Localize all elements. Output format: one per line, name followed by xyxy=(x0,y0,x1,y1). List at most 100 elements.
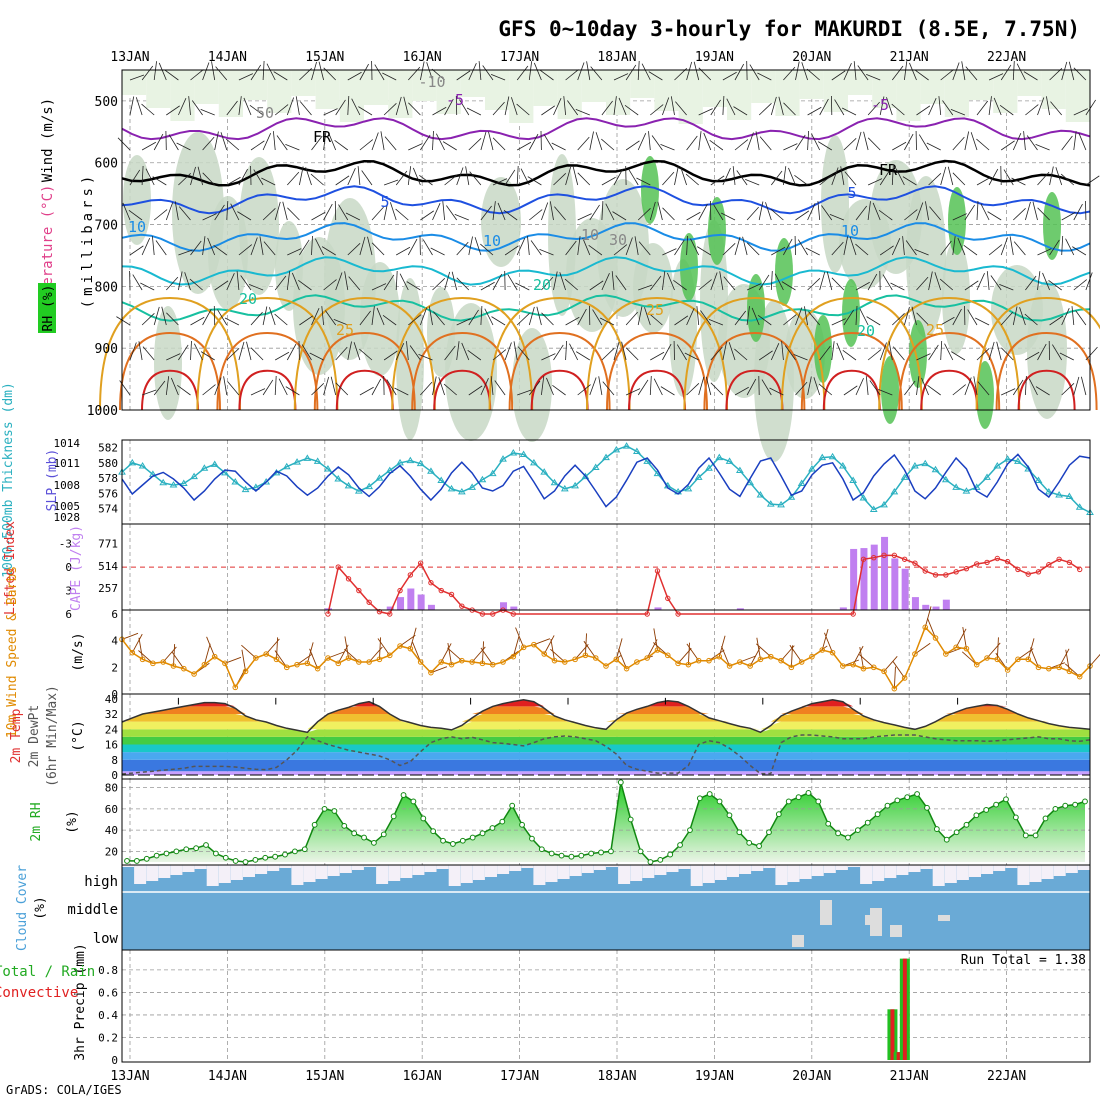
rh-point xyxy=(727,813,732,818)
wind-barb xyxy=(601,139,614,150)
wind-barb xyxy=(469,138,481,150)
wind-barb xyxy=(552,143,566,150)
rh-point xyxy=(648,860,653,865)
contour-label: -5 xyxy=(871,96,889,114)
wind-barb xyxy=(1086,176,1099,185)
wind-barb xyxy=(832,278,844,290)
contour-label: -5 xyxy=(446,91,464,109)
wind-barb-10m xyxy=(276,637,277,659)
wind-barb xyxy=(226,139,239,150)
wind-barb xyxy=(590,205,600,220)
cloud-gap-high xyxy=(1054,865,1066,876)
cloud-gap-high xyxy=(146,865,158,881)
cape-bar xyxy=(943,600,950,610)
rh-shade xyxy=(195,70,219,104)
cloud-gap-high xyxy=(933,865,945,886)
cloud-gap-high xyxy=(896,865,908,875)
rh-point xyxy=(539,847,544,852)
wind-barb xyxy=(953,385,966,395)
contour-label: FR xyxy=(313,128,332,146)
wind-barb xyxy=(360,140,373,150)
wind-barb xyxy=(866,376,868,395)
wind-barb xyxy=(1061,174,1074,185)
temp-unit-label: (°C) xyxy=(71,720,86,751)
cloud-gap-high xyxy=(183,865,195,872)
wind-barb xyxy=(296,96,299,115)
wind-barb xyxy=(806,248,820,255)
wind-barb xyxy=(989,342,994,360)
wind-barb xyxy=(596,132,602,150)
rh-point xyxy=(589,851,594,856)
wind-barb xyxy=(246,342,251,360)
date-label-bottom: 13JAN xyxy=(110,1069,149,1084)
precip-tick: 0.8 xyxy=(98,964,118,977)
wind-barb xyxy=(710,140,723,150)
pressure-tick: 900 xyxy=(95,342,118,357)
wind-barb-10m xyxy=(138,650,152,663)
wind-barb xyxy=(864,132,869,150)
rh-point xyxy=(707,792,712,797)
wind-barb xyxy=(599,376,602,395)
wind-barb xyxy=(239,342,244,360)
wind-barb xyxy=(578,137,590,150)
rh-point xyxy=(776,812,781,817)
rh-point xyxy=(806,791,811,796)
contour-label: -10 xyxy=(418,73,445,91)
contour-label: 5 xyxy=(380,193,389,211)
rh-shade xyxy=(154,306,182,420)
rh-axis-label: 2m RH xyxy=(29,802,44,841)
rh-point xyxy=(569,854,574,859)
rh-point xyxy=(500,819,505,824)
wind-barb xyxy=(493,138,505,150)
rh-point xyxy=(381,832,386,837)
cape-bar xyxy=(407,589,414,611)
wind-barb xyxy=(573,167,578,185)
wind-tick: 2 xyxy=(111,661,118,674)
wind-barb xyxy=(904,381,915,395)
cloud-gap-high xyxy=(679,865,691,869)
cloud-gap-high xyxy=(509,865,521,871)
wind-barb xyxy=(965,205,975,220)
dewpt-axis-label: 2m DewPt xyxy=(27,705,42,768)
rh-point xyxy=(184,847,189,852)
wind-barb xyxy=(529,307,534,325)
rh-point xyxy=(352,831,357,836)
cape-tick: 771 xyxy=(98,538,118,551)
wind-barb xyxy=(372,133,378,150)
rh-point xyxy=(233,859,238,864)
temperature-band xyxy=(122,745,1090,753)
chart-title: GFS 0~10day 3-hourly for MAKURDI (8.5E, … xyxy=(498,17,1080,41)
wind-barb xyxy=(130,343,136,360)
wind-barb xyxy=(481,132,486,150)
date-label-top: 18JAN xyxy=(597,50,636,65)
cloud-gap-high xyxy=(485,865,497,877)
wind-barb xyxy=(663,208,675,220)
cloud-gap-high xyxy=(909,865,921,872)
wind-barb xyxy=(283,202,288,220)
cloud-gap-high xyxy=(788,865,800,882)
rh-shade xyxy=(485,70,509,110)
wind-barb xyxy=(312,212,326,220)
temp-tick: 0 xyxy=(111,769,118,782)
wind-barb xyxy=(1074,377,1079,395)
cloud-gap-high xyxy=(1066,865,1078,873)
rh-shade xyxy=(364,70,388,105)
cape-bar xyxy=(428,605,435,610)
wind-barb-10m xyxy=(927,618,935,638)
contour-label: 20 xyxy=(239,290,257,308)
slp-axis-label: SLP (mb) xyxy=(45,449,60,512)
date-label-bottom: 20JAN xyxy=(792,1069,831,1084)
rh-point xyxy=(401,793,406,798)
wind-barb xyxy=(856,132,861,150)
rh-point xyxy=(934,827,939,832)
cape-bar xyxy=(933,607,940,610)
wind-barb xyxy=(711,383,723,395)
wind-barb xyxy=(1025,202,1030,220)
cloud-gap-high xyxy=(703,865,715,883)
rh-point xyxy=(441,838,446,843)
wind-barb xyxy=(808,131,809,150)
wind-barb xyxy=(191,317,205,325)
rh-tick: 80 xyxy=(105,782,118,795)
wind-barb xyxy=(566,341,567,360)
rh-point xyxy=(342,823,347,828)
